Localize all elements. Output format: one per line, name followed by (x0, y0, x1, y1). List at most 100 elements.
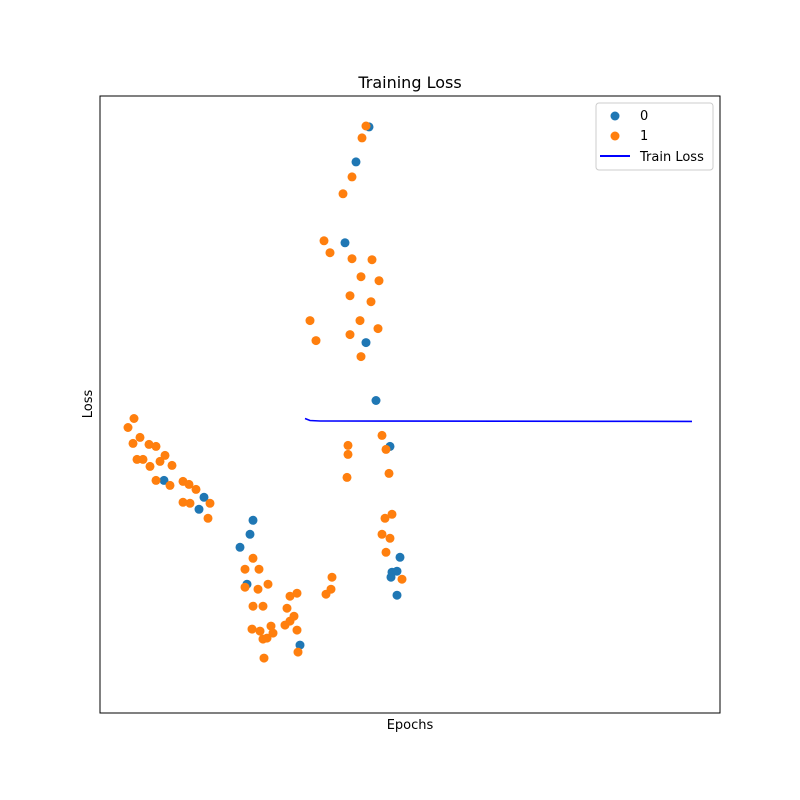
scatter-point-series-0-11 (235, 542, 245, 552)
scatter-point-series-0-9 (248, 515, 258, 525)
scatter-point-series-1-43 (381, 444, 391, 454)
scatter-point-series-1-8 (356, 272, 366, 282)
scatter-point-series-0-3 (361, 338, 371, 348)
scatter-point-series-0-17 (392, 566, 402, 576)
scatter-point-series-1-48 (385, 533, 395, 543)
scatter-point-series-0-1 (351, 157, 361, 167)
scatter-point-series-0-10 (245, 529, 255, 539)
scatter-point-series-1-16 (373, 324, 383, 334)
scatter-point-series-1-9 (374, 276, 384, 286)
scatter-point-series-1-35 (178, 497, 188, 507)
scatter-point-series-1-26 (138, 454, 148, 464)
scatter-point-series-1-22 (128, 438, 138, 448)
scatter-point-series-1-73 (289, 611, 299, 621)
scatter-point-series-1-72 (282, 603, 292, 613)
scatter-point-series-1-34 (191, 484, 201, 494)
scatter-point-series-1-71 (292, 625, 302, 635)
scatter-point-series-1-76 (397, 574, 407, 584)
legend: 0 1 Train Loss (595, 102, 714, 171)
scatter-point-series-1-12 (305, 316, 315, 326)
legend-marker-1 (610, 131, 620, 141)
scatter-point-series-1-55 (254, 564, 264, 574)
legend-marker-0 (610, 111, 620, 121)
scatter-point-series-1-60 (258, 601, 268, 611)
legend-box (595, 102, 714, 171)
legend-label-1: 1 (640, 129, 648, 144)
scatter-point-series-1-75 (285, 591, 295, 601)
scatter-point-series-0-13 (295, 640, 305, 650)
scatter-point-series-1-11 (366, 297, 376, 307)
scatter-point-series-1-2 (347, 172, 357, 182)
scatter-point-series-1-58 (263, 579, 273, 589)
scatter-point-series-1-27 (155, 456, 165, 466)
scatter-point-series-1-56 (240, 582, 250, 592)
scatter-point-series-1-20 (135, 432, 145, 442)
scatter-point-series-0-15 (392, 590, 402, 600)
scatter-point-series-1-49 (381, 547, 391, 557)
scatter-point-series-1-59 (248, 601, 258, 611)
scatter-point-series-1-32 (184, 479, 194, 489)
scatter-point-series-1-74 (292, 588, 302, 598)
scatter-point-series-1-15 (345, 330, 355, 340)
scatter-point-series-1-42 (377, 430, 387, 440)
scatter-point-series-0-18 (386, 572, 396, 582)
scatter-point-series-1-0 (361, 121, 371, 131)
scatter-point-series-1-63 (266, 621, 276, 631)
scatter-point-series-1-36 (185, 498, 195, 508)
scatter-point-series-1-38 (203, 513, 213, 523)
scatter-point-series-1-66 (259, 653, 269, 663)
scatter-point-series-1-45 (380, 513, 390, 523)
scatter-point-series-1-18 (129, 414, 139, 423)
scatter-point-series-1-40 (343, 449, 353, 459)
y-axis-label: Loss (81, 390, 96, 419)
scatter-point-series-1-24 (160, 450, 170, 460)
scatter-point-series-1-46 (387, 509, 397, 519)
scatter-point-series-0-8 (194, 504, 204, 514)
scatter-point-series-1-52 (321, 589, 331, 599)
scatter-point-series-1-33 (165, 480, 175, 490)
scatter-point-series-1-1 (357, 133, 367, 143)
scatter-point-series-1-53 (240, 564, 250, 574)
scatter-point-series-1-3 (338, 189, 348, 199)
scatter-point-series-1-23 (151, 441, 161, 451)
scatter-point-series-1-47 (377, 529, 387, 539)
scatter-point-series-1-68 (268, 628, 278, 638)
train-loss-line (304, 417, 693, 423)
scatter-point-series-1-6 (347, 254, 357, 264)
scatter-point-series-1-39 (343, 440, 353, 450)
scatter-point-series-1-7 (367, 255, 377, 265)
scatter-point-series-1-50 (327, 572, 337, 582)
scatter-point-series-1-44 (384, 468, 394, 478)
plot-area (123, 121, 693, 663)
x-axis-label: Epochs (387, 718, 434, 733)
scatter-point-series-0-6 (159, 475, 169, 485)
scatter-point-series-1-67 (262, 633, 272, 643)
scatter-point-series-0-4 (371, 396, 381, 405)
scatter-point-series-1-30 (151, 475, 161, 485)
scatter-point-series-1-62 (255, 626, 265, 636)
scatter-point-series-1-5 (325, 248, 335, 258)
legend-label-0: 0 (640, 109, 648, 124)
scatter-point-series-1-21 (144, 439, 154, 449)
chart-title: Training Loss (357, 73, 461, 92)
scatter-point-series-1-54 (248, 553, 258, 563)
scatter-point-series-1-4 (319, 236, 329, 246)
plot-frame (99, 95, 721, 714)
scatter-point-series-1-13 (355, 316, 365, 326)
scatter-point-series-1-17 (356, 352, 366, 362)
scatter-point-series-1-57 (253, 584, 263, 594)
scatter-point-series-0-7 (199, 492, 209, 502)
scatter-point-series-0-16 (395, 552, 405, 562)
scatter-point-series-0-2 (340, 238, 350, 248)
scatter-point-series-1-61 (247, 624, 257, 634)
scatter-point-series-1-14 (311, 336, 321, 346)
scatter-point-series-1-37 (205, 498, 215, 508)
scatter-point-series-1-41 (342, 472, 352, 482)
scatter-point-series-1-28 (145, 461, 155, 471)
scatter-point-series-1-19 (123, 423, 133, 432)
scatter-point-series-1-65 (293, 647, 303, 657)
scatter-point-series-1-10 (345, 291, 355, 301)
scatter-point-series-1-29 (167, 460, 177, 470)
legend-label-train-loss: Train Loss (639, 150, 704, 165)
